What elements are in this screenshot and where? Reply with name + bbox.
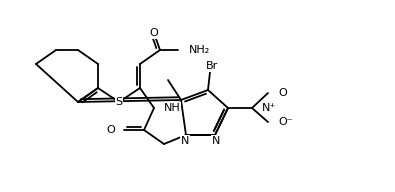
Text: N: N xyxy=(181,136,189,146)
Text: O⁻: O⁻ xyxy=(278,117,293,127)
Text: O: O xyxy=(150,28,158,38)
Text: N: N xyxy=(212,136,220,146)
Text: Br: Br xyxy=(206,61,218,71)
Text: O: O xyxy=(106,125,115,135)
Text: S: S xyxy=(115,97,122,107)
Text: N⁺: N⁺ xyxy=(262,103,276,113)
Text: NH: NH xyxy=(164,103,181,113)
Text: O: O xyxy=(278,88,287,98)
Text: NH₂: NH₂ xyxy=(189,45,210,55)
